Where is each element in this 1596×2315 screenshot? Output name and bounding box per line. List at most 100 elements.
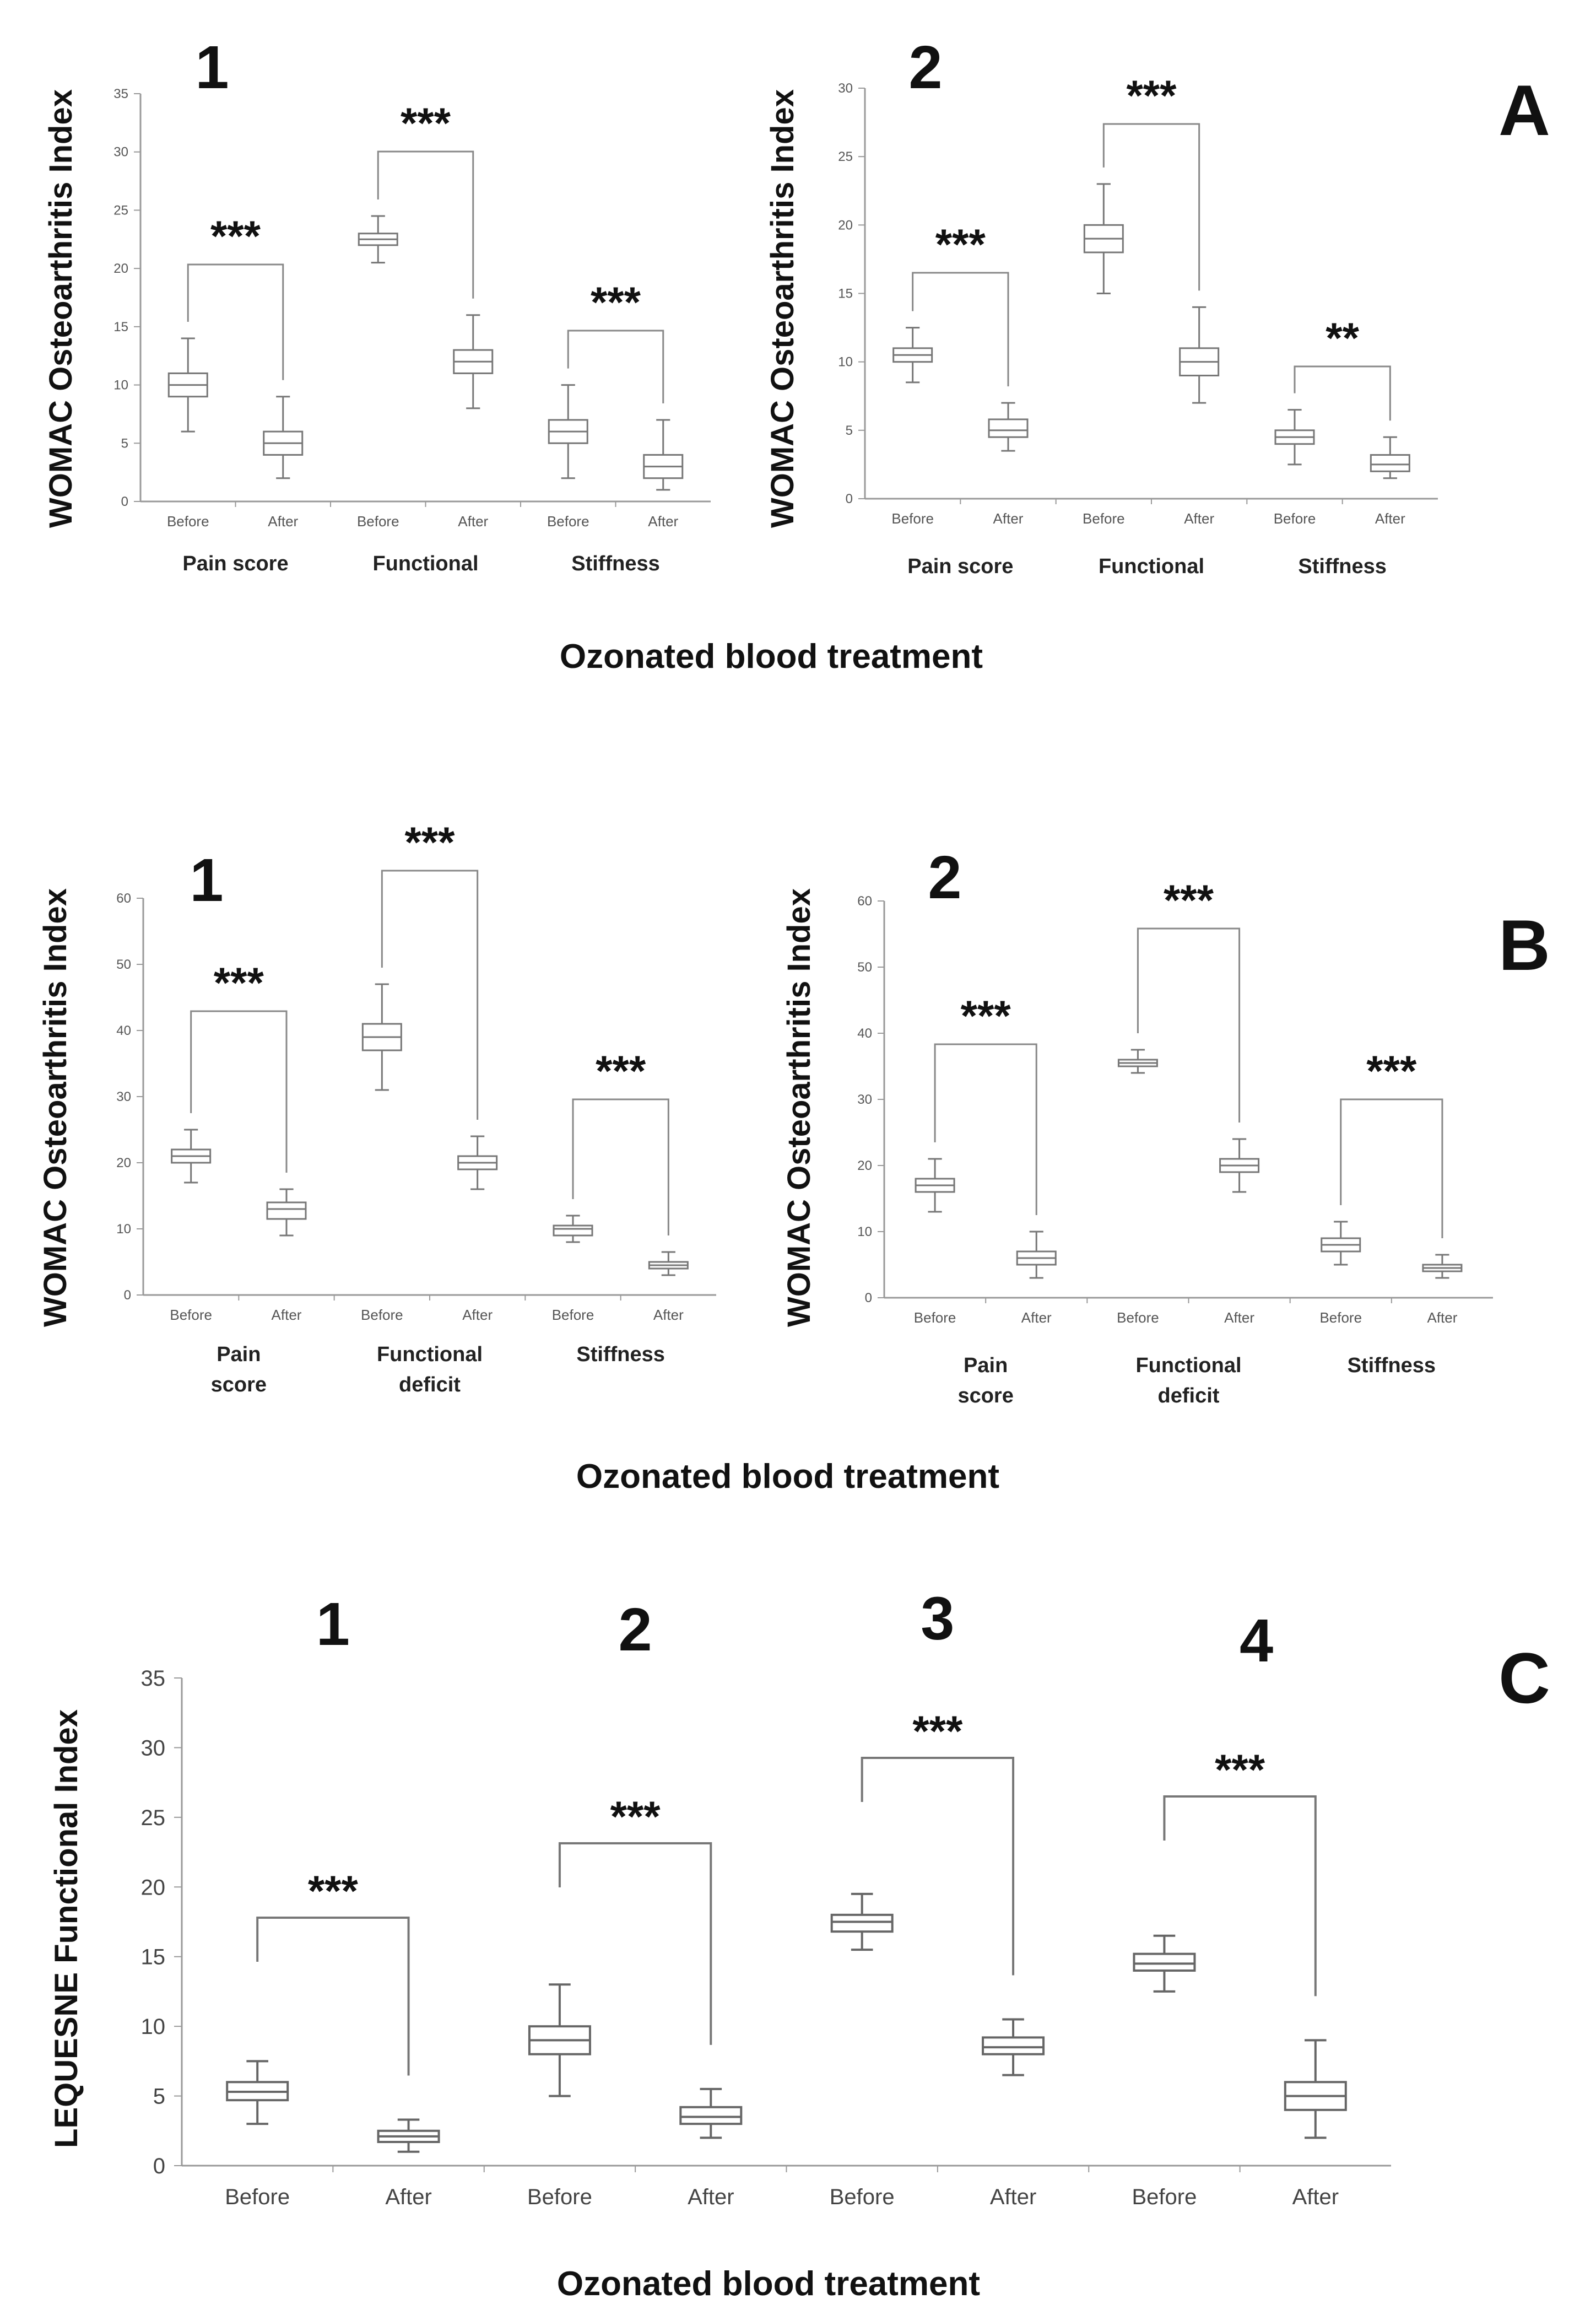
panel-a1-box-0 [167, 337, 208, 433]
panel-b1-ylabel: WOMAC Osteoarthritis Index [37, 888, 73, 1327]
panel-b1-box-3 [457, 1135, 498, 1190]
panel-a2-ytick-label-1: 5 [846, 423, 853, 438]
panel-c-xcat-1: After [385, 2185, 431, 2209]
panel-c-box-2 [528, 1983, 591, 2097]
panel-a2-significance-2: ** [1326, 314, 1359, 362]
panel-a2-box-1-body [988, 418, 1029, 438]
panel-b2-ytick-label-0: 0 [865, 1291, 872, 1305]
panel-a2-bracket-2 [1294, 365, 1391, 421]
panel-b1-box-0 [171, 1129, 212, 1184]
panel-c-xlabel: Ozonated blood treatment [557, 2265, 980, 2303]
panel-b2-group-label-0-line2: score [957, 1384, 1013, 1407]
panel-b1-box-2 [361, 983, 402, 1091]
panel-a2-xcat-0: Before [891, 510, 934, 527]
panel-a2-xcat-5: After [1375, 510, 1405, 527]
panel-b2-box-4 [1321, 1221, 1361, 1266]
panel-a2-significance-0: *** [935, 220, 986, 268]
panel-b2-box-0 [915, 1158, 955, 1213]
panel-b2-box-3 [1219, 1138, 1260, 1193]
panel-b2-number: 2 [928, 844, 961, 911]
panel-c-box-6 [1133, 1934, 1196, 1993]
panel-c-ytick-label-6: 30 [141, 1736, 166, 1760]
panel-a2-box-2 [1083, 183, 1124, 294]
panel-a1-number: 1 [195, 34, 229, 101]
panel-b2-group-label-0-line1: Pain [964, 1354, 1008, 1377]
panel-a1-significance-2: *** [591, 278, 641, 326]
panel-b2-group-label-2: Stiffness [1348, 1354, 1436, 1377]
panel-a1-significance-0: *** [210, 212, 261, 260]
panel-b2-bracket-1 [1137, 927, 1241, 1123]
panel-c-ylabel: LEQUESNE Functional Index [48, 1709, 84, 2148]
panel-b2-ytick-label-5: 50 [857, 960, 872, 975]
panel-a2-ytick-label-3: 15 [838, 287, 853, 301]
panel-b1-xcat-1: After [272, 1307, 302, 1323]
panel-a1-ytick-label-3: 15 [113, 320, 128, 334]
panel-a1-ytick-label-6: 30 [113, 145, 128, 160]
panel-c-ytick-label-3: 15 [141, 1945, 166, 1969]
panel-a1-box-4 [548, 384, 588, 479]
panel-b2-group-label-0: Pain score [957, 1354, 1013, 1407]
panel-c-box-4-body [830, 1913, 894, 1933]
panel-b1-box-5 [648, 1251, 689, 1276]
panel-a1-xcat-5: After [648, 513, 678, 530]
panel-a1-significance-1: *** [401, 99, 451, 147]
panel-a-xlabel: Ozonated blood treatment [560, 638, 983, 676]
panel-a2-xcat-3: After [1184, 510, 1214, 527]
panel-b1-box-4-body [553, 1224, 593, 1237]
panel-c-bracket-3 [1163, 1795, 1317, 1996]
panel-a1-ytick-label-5: 25 [113, 203, 128, 218]
panel-a2-group-label-0: Pain score [907, 555, 1013, 578]
panel-b1-group-label-1: Functional deficit [377, 1343, 483, 1396]
panel-b1-ytick-label-5: 50 [116, 957, 131, 972]
panel-c-significance-2: *** [912, 1707, 963, 1755]
panel-c-ytick-label-4: 20 [141, 1875, 166, 1900]
panel-c-ytick-label-0: 0 [153, 2154, 165, 2178]
panel-b1-xcat-5: After [653, 1307, 684, 1323]
panel-a1-xcat-4: Before [547, 513, 589, 530]
panel-c-box-5-body [982, 2036, 1045, 2055]
panel-b2-group-label-1: Functional deficit [1135, 1354, 1241, 1407]
panel-c-number-1: 2 [619, 1596, 652, 1664]
panel-a1-box-5 [643, 419, 684, 491]
panel-b1-box-4 [553, 1215, 593, 1243]
panel-c-xcat-6: Before [1132, 2185, 1197, 2209]
panel-a1-ytick-label-2: 10 [113, 378, 128, 393]
panel-a1-ytick-label-1: 5 [121, 436, 128, 451]
panel-b2-ytick-label-1: 10 [857, 1224, 872, 1239]
panel-a2-ytick-label-4: 20 [838, 218, 853, 233]
panel-a1-ylabel: WOMAC Osteoarthritis Index [43, 89, 79, 528]
panel-c-xcat-4: Before [830, 2185, 895, 2209]
panel-c-ytick-label-1: 5 [153, 2085, 165, 2109]
panel-b2-ytick-label-3: 30 [857, 1092, 872, 1107]
panel-b1-significance-1: *** [404, 818, 455, 866]
panel-b1-significance-2: *** [596, 1046, 646, 1095]
panel-c-box-3 [679, 2087, 743, 2139]
panel-b2-group-label-1-line2: deficit [1158, 1384, 1220, 1407]
panel-a2-ytick-label-5: 25 [838, 149, 853, 164]
panel-b2-significance-1: *** [1164, 876, 1214, 924]
panel-a1-ytick-label-0: 0 [121, 494, 128, 509]
panel-letter-c: C [1498, 1638, 1550, 1718]
panel-letter-b: B [1498, 905, 1550, 985]
panel-c-ytick-label-2: 10 [141, 2015, 166, 2039]
panel-c-bracket-2 [861, 1757, 1015, 1976]
panel-b1-xcat-4: Before [552, 1307, 594, 1323]
panel-a1-box-1 [263, 396, 304, 479]
panel-c-number-2: 3 [921, 1585, 954, 1653]
panel-c-bracket-1 [558, 1842, 712, 2045]
panel-b1-ytick-label-6: 60 [116, 891, 131, 906]
panel-c-box-7 [1284, 2039, 1347, 2139]
panel-a1-group-label-2: Stiffness [571, 552, 659, 575]
panel-b1-ytick-label-3: 30 [116, 1089, 131, 1104]
panel-a2-ytick-label-6: 30 [838, 81, 853, 96]
panel-a2-bracket-0 [912, 272, 1009, 387]
panel-b2-box-1 [1016, 1231, 1057, 1279]
panel-c-significance-3: *** [1215, 1745, 1265, 1794]
panel-b2-xcat-5: After [1427, 1309, 1457, 1326]
panel-b1-group-label-0-line2: score [211, 1373, 267, 1396]
panel-b1-box-1 [266, 1188, 307, 1237]
panel-b2-xcat-0: Before [914, 1309, 956, 1326]
panel-b2-xcat-1: After [1021, 1309, 1052, 1326]
panel-a2-box-3 [1179, 306, 1220, 404]
panel-c-box-0 [226, 2060, 289, 2125]
